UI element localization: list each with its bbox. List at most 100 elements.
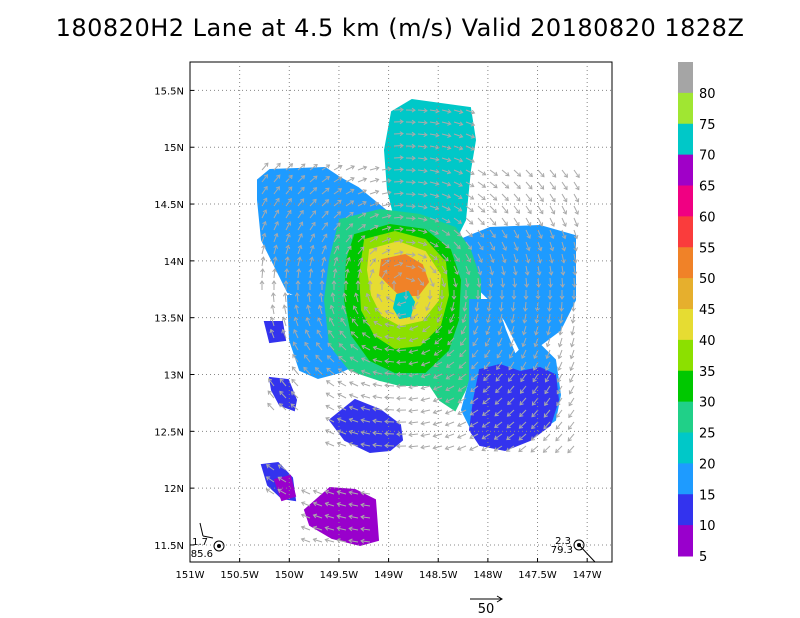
- wind-vector: [477, 277, 480, 287]
- wind-vector-head: [430, 282, 435, 288]
- wind-vector-head: [300, 489, 306, 494]
- wind-vector: [561, 265, 564, 275]
- wind-vector: [465, 145, 475, 151]
- wind-vector-head: [457, 410, 462, 416]
- wind-vector: [458, 373, 467, 380]
- wind-vector: [507, 397, 515, 405]
- wind-vector: [349, 527, 359, 531]
- wind-vector-head: [495, 388, 500, 394]
- wind-vector-head: [325, 392, 331, 397]
- wind-vector-head: [306, 304, 311, 309]
- wind-vector-head: [272, 268, 277, 273]
- wind-vector-head: [419, 281, 424, 286]
- wind-vector-head: [292, 353, 297, 359]
- wind-vector-head: [445, 375, 450, 380]
- wind-vector: [429, 169, 439, 173]
- wind-vector-head: [435, 181, 440, 186]
- wind-vector: [309, 210, 316, 219]
- wind-vector-head: [298, 233, 303, 238]
- wind-vector-head: [270, 304, 276, 309]
- wind-vector-head: [286, 221, 292, 226]
- wind-vector-head: [569, 354, 575, 360]
- wind-vector: [524, 301, 527, 312]
- wind-vector: [501, 205, 509, 214]
- wind-vector-head: [480, 220, 485, 226]
- wind-vector: [285, 221, 291, 231]
- wind-vector: [315, 367, 323, 375]
- wind-vector-head: [509, 330, 515, 336]
- wind-vector: [470, 409, 479, 416]
- wind-vector-head: [350, 344, 355, 349]
- wind-vector: [537, 241, 542, 251]
- wind-vector-head: [470, 109, 476, 115]
- wind-vector-head: [332, 268, 338, 273]
- wind-vector-head: [365, 292, 371, 298]
- wind-vector-head: [374, 213, 380, 218]
- wind-vector-head: [376, 293, 381, 298]
- wind-vector-head: [422, 327, 427, 333]
- wind-vector-head: [547, 295, 553, 300]
- wind-vector: [494, 445, 503, 452]
- wind-vector-head: [408, 444, 413, 450]
- wind-vector: [534, 337, 539, 347]
- wind-vector: [531, 409, 539, 418]
- wind-vector-head: [372, 370, 377, 375]
- wind-vector-head: [523, 295, 529, 300]
- wind-vector: [325, 405, 335, 411]
- wind-vector: [429, 133, 439, 137]
- wind-vector-head: [559, 295, 565, 300]
- wind-vector-head: [453, 283, 458, 288]
- wind-vector: [477, 265, 482, 275]
- wind-vector: [441, 133, 451, 137]
- wind-vector-head: [556, 390, 561, 395]
- wind-vector: [489, 193, 497, 201]
- wind-vector: [349, 381, 359, 387]
- wind-vector-head: [396, 371, 401, 377]
- wind-vector-head: [295, 280, 301, 285]
- wind-vector-head: [423, 132, 428, 138]
- wind-vector: [453, 181, 463, 187]
- wind-vector-head: [329, 304, 335, 310]
- wind-vector: [561, 169, 568, 178]
- wind-vector-head: [371, 258, 376, 263]
- wind-vector-head: [568, 413, 573, 419]
- wind-vector-head: [486, 307, 492, 312]
- wind-vector: [482, 421, 491, 428]
- wind-vector: [393, 180, 404, 183]
- wind-vector: [268, 378, 275, 387]
- wind-vector: [549, 181, 556, 190]
- wind-vector: [333, 188, 342, 195]
- wind-vector-head: [411, 155, 416, 161]
- wind-vector: [309, 269, 312, 279]
- wind-vector: [261, 257, 265, 267]
- wind-vector: [261, 245, 265, 255]
- wind-vector-head: [534, 319, 540, 324]
- wind-vector-head: [470, 388, 475, 393]
- wind-vector: [549, 277, 552, 288]
- wind-vector: [369, 190, 379, 195]
- wind-vector-head: [502, 246, 507, 251]
- wind-vector-head: [277, 464, 283, 469]
- wind-vector: [385, 323, 395, 327]
- colorbar-swatch: [678, 185, 693, 217]
- wind-vector: [570, 361, 575, 371]
- wind-vector-head: [300, 186, 305, 192]
- wind-vector: [518, 445, 527, 452]
- wind-vector-head: [372, 430, 377, 436]
- wind-vector: [573, 265, 576, 275]
- wind-vector-head: [434, 205, 440, 211]
- wind-vector: [561, 217, 567, 227]
- wind-vector-head: [531, 413, 536, 418]
- wind-vector: [447, 337, 455, 345]
- wind-vector-head: [433, 362, 438, 368]
- wind-vector: [384, 372, 395, 375]
- wind-vector: [357, 235, 365, 243]
- wind-vector-head: [530, 436, 536, 441]
- wind-vector: [273, 186, 280, 195]
- wind-vector: [282, 329, 287, 339]
- wind-vector: [495, 373, 503, 382]
- wind-vector-head: [551, 185, 556, 190]
- wind-vector: [405, 229, 416, 232]
- wind-vector-head: [336, 490, 341, 495]
- wind-vector: [285, 268, 288, 279]
